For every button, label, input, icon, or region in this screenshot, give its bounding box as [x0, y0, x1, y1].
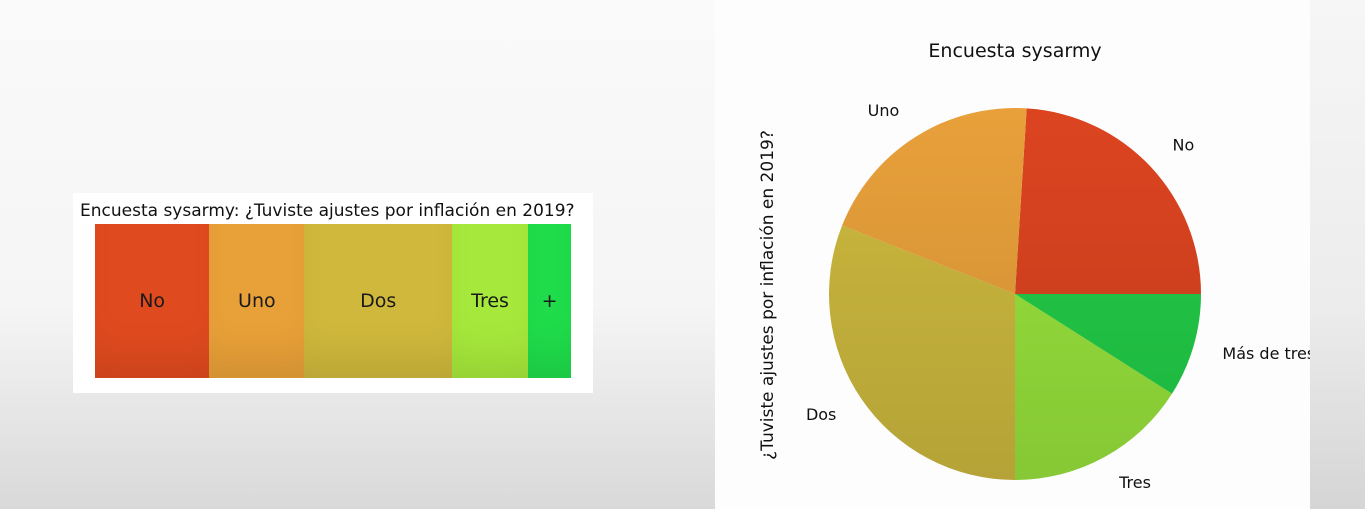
- bar-segment-label: +: [541, 290, 558, 312]
- bar-segment-label: Dos: [360, 290, 397, 312]
- bar-segment-no: No: [95, 224, 210, 378]
- pie-chart-title: Encuesta sysarmy: [928, 40, 1102, 62]
- pie-label-no: No: [1173, 136, 1195, 155]
- stacked-bar-title: Encuesta sysarmy: ¿Tuviste ajustes por i…: [80, 201, 575, 221]
- pie-label-tres: Tres: [1118, 473, 1151, 492]
- bar-segment-tres: Tres: [451, 224, 529, 378]
- bar-segment-uno: Uno: [209, 224, 305, 378]
- bar-segment-más-de-tres: +: [528, 224, 571, 378]
- right-edge-background: [1310, 0, 1365, 509]
- pie-label-más-de-tres: Más de tres: [1222, 344, 1310, 363]
- bar-segment-label: Uno: [238, 290, 276, 312]
- bar-segment-dos: Dos: [304, 224, 452, 378]
- pie-label-dos: Dos: [806, 405, 836, 424]
- pie-shading: [829, 108, 1201, 480]
- stacked-bar: No Uno Dos Tres +: [95, 224, 571, 378]
- pie-label-uno: Uno: [868, 101, 900, 120]
- pie-chart: No Uno Dos Tres Más de tres: [806, 101, 1310, 492]
- bar-segment-label: Tres: [471, 290, 509, 312]
- bar-segment-label: No: [139, 290, 166, 312]
